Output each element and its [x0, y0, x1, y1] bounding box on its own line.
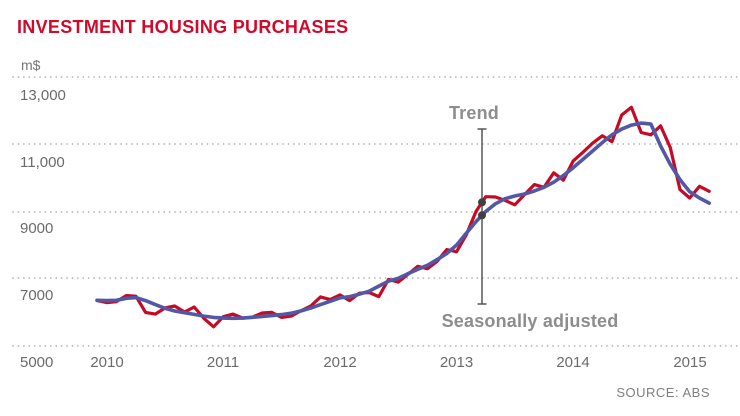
annotation-dot-trend	[478, 211, 486, 220]
seasonally-adjusted-line	[95, 105, 711, 329]
x-tick-2010: 2010	[90, 354, 123, 371]
y-tick-7000: 7000	[20, 287, 53, 304]
y-tick-11000: 11,000	[20, 154, 65, 171]
seasonally-adjusted-annotation-label: Seasonally adjusted	[442, 311, 619, 331]
x-axis-labels: 2010 2011 2012 2013 2014 2015	[90, 354, 706, 371]
y-axis-unit-label: m$	[21, 57, 41, 73]
x-tick-2012: 2012	[323, 354, 356, 371]
y-axis-labels: 13,000 11,000 9000 7000 5000	[20, 87, 66, 371]
x-tick-2015: 2015	[673, 354, 706, 371]
x-tick-2011: 2011	[207, 354, 239, 371]
y-tick-5000: 5000	[20, 354, 53, 371]
gridlines	[12, 76, 740, 347]
x-tick-2013: 2013	[440, 354, 473, 371]
y-tick-13000: 13,000	[20, 87, 66, 104]
x-tick-2014: 2014	[556, 354, 589, 371]
y-tick-9000: 9000	[20, 220, 53, 237]
trend-line	[95, 121, 712, 321]
trend-annotation-label: Trend	[449, 103, 499, 123]
annotation: Trend Seasonally adjusted	[442, 103, 619, 331]
source-attribution: SOURCE: ABS	[616, 385, 710, 400]
annotation-dot-seasonally-adjusted	[478, 198, 486, 207]
chart-title: INVESTMENT HOUSING PURCHASES	[17, 17, 349, 37]
